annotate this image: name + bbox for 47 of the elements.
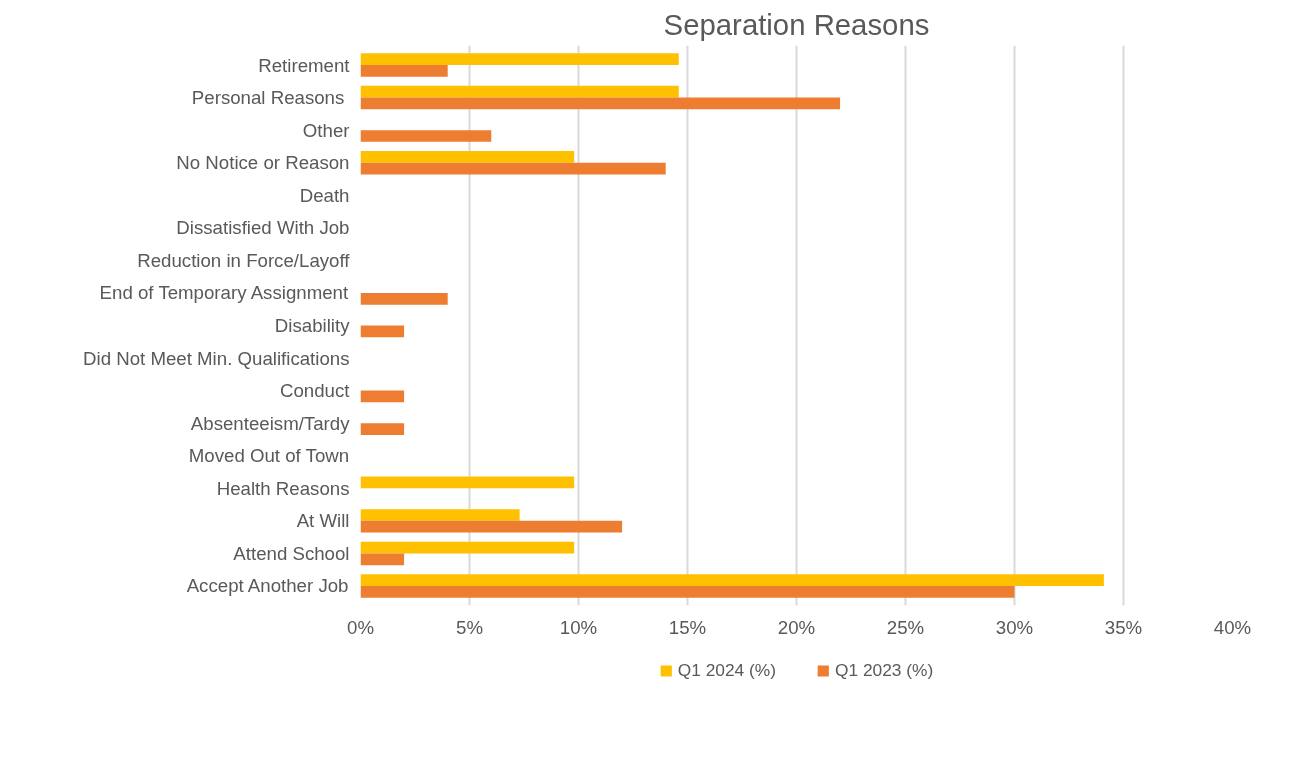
bar	[360, 390, 405, 403]
bar	[360, 585, 1015, 598]
x-tick-label: 0%	[347, 616, 374, 638]
x-tick-label: 20%	[777, 616, 816, 638]
y-tick-label: Did Not Meet Min. Qualifications	[83, 347, 350, 369]
x-tick-label: 5%	[456, 616, 483, 638]
y-tick-label: Attend School	[233, 542, 350, 564]
chart-title: Separation Reasons	[663, 7, 930, 41]
y-tick-label: Accept Another Job	[186, 575, 349, 597]
x-tick-label: 40%	[1213, 616, 1252, 638]
y-tick-label: End of Temporary Assignment	[99, 282, 349, 304]
bar	[360, 325, 405, 338]
legend-label: Q1 2024 (%)	[677, 659, 776, 681]
x-tick-label: 35%	[1104, 616, 1143, 638]
bar	[360, 292, 448, 305]
bar	[360, 476, 575, 489]
bar	[360, 65, 448, 77]
y-tick-label: Moved Out of Town	[188, 445, 350, 467]
y-tick-label: Dissatisfied With Job	[176, 217, 350, 239]
bar	[360, 423, 405, 435]
bar	[360, 509, 520, 521]
bar	[360, 541, 575, 554]
bar	[360, 553, 405, 566]
y-tick-label: Health Reasons	[216, 477, 350, 499]
y-tick-label: Conduct	[280, 380, 351, 402]
y-tick-label: Reduction in Force/Layoff	[137, 249, 351, 271]
x-tick-label: 30%	[995, 616, 1034, 638]
y-tick-label: Death	[299, 184, 350, 206]
y-tick-label: At Will	[296, 510, 350, 532]
y-tick-label: Absenteeism/Tardy	[190, 412, 351, 434]
bar	[360, 85, 679, 98]
bar	[360, 130, 492, 142]
bar	[360, 53, 679, 66]
x-tick-label: 15%	[668, 616, 707, 638]
bar	[360, 97, 841, 110]
bar	[360, 150, 575, 163]
bar	[360, 162, 666, 175]
x-tick-label: 25%	[886, 616, 925, 638]
x-tick-label: 10%	[559, 616, 598, 638]
bar	[360, 574, 1104, 586]
y-tick-label: No Notice or Reason	[176, 152, 350, 174]
legend-label: Q1 2023 (%)	[835, 659, 934, 681]
y-tick-label: Personal Reasons	[191, 87, 345, 109]
y-tick-label: Retirement	[258, 54, 351, 76]
bar	[360, 520, 623, 533]
y-tick-label: Disability	[274, 315, 351, 336]
y-tick-label: Other	[302, 119, 350, 141]
